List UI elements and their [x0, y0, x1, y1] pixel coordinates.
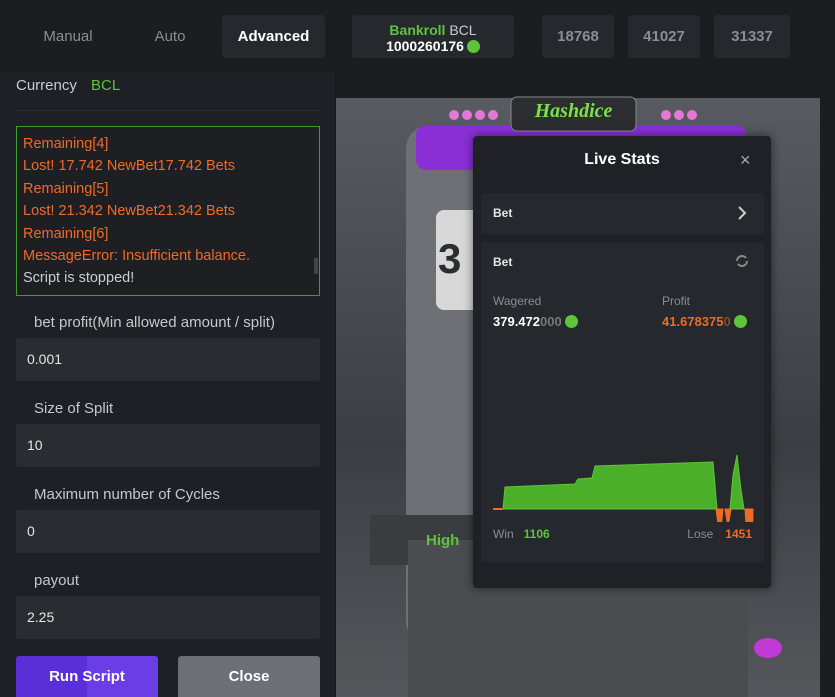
- scrollbar: [314, 258, 318, 274]
- cup: [754, 638, 782, 658]
- bankroll-label: Bankroll: [389, 22, 446, 38]
- profit-area-positive: [502, 461, 718, 510]
- divider: [16, 110, 320, 111]
- currency-row: Currency BCL: [16, 77, 120, 94]
- live-stats-panel: Live Stats × Bet Bet Wagered 379.472000 …: [473, 136, 771, 588]
- chevron: [738, 206, 747, 220]
- coin-icon: [733, 315, 747, 328]
- currency-label: Currency: [16, 77, 77, 94]
- currency-value[interactable]: BCL: [91, 77, 121, 94]
- section-label: Bet: [493, 255, 513, 269]
- field-label: Size of Split: [34, 400, 114, 417]
- profit-main: 41.678375: [662, 314, 724, 329]
- tab-active[interactable]: Advanced: [222, 15, 325, 58]
- close-icon[interactable]: ×: [740, 150, 751, 170]
- bankroll-title: Bankroll BCL: [352, 22, 514, 38]
- panel-title: Live Stats: [584, 151, 660, 168]
- light: [661, 110, 671, 120]
- log-line: Lost! 21.342 NewBet21.342 Bets: [23, 203, 236, 219]
- light: [475, 110, 485, 120]
- right-edge: [820, 70, 835, 697]
- top-bar: Bankroll BCL 1000260176 18768 41027 3133…: [335, 0, 835, 70]
- field-label: Maximum number of Cycles: [34, 486, 220, 503]
- bet-selector[interactable]: Bet: [481, 193, 764, 234]
- high-label: High: [426, 532, 460, 549]
- bankroll-amount: 1000260176: [352, 38, 514, 54]
- profit-chart: [493, 454, 754, 522]
- light: [674, 110, 684, 120]
- input-value: 0: [27, 523, 35, 539]
- light: [462, 110, 472, 120]
- win-value: 1106: [523, 527, 550, 541]
- lose-value: 1451: [725, 527, 752, 541]
- lose-label: Lose: [687, 527, 714, 541]
- profit-area-negative: [715, 508, 754, 522]
- input-value: 10: [27, 437, 43, 453]
- field-label: bet profit(Min allowed amount / split): [34, 314, 275, 331]
- input[interactable]: 2.25: [16, 596, 320, 639]
- profit-trailing: 0: [723, 314, 731, 329]
- wagered-label: Wagered: [493, 294, 542, 308]
- log-line: Lost! 17.742 NewBet17.742 Bets: [23, 158, 236, 174]
- stats-card: Bet Wagered 379.472000 Profit 41.6783750…: [481, 242, 764, 562]
- script-panel: Manual Auto Advanced Currency BCL Remain…: [0, 0, 335, 697]
- wagered: 379.472000: [493, 314, 578, 329]
- log-line: Remaining[6]: [23, 226, 109, 242]
- coin-icon: [466, 40, 480, 53]
- profit-area-positive: [729, 454, 745, 510]
- bankroll: Bankroll BCL 1000260176: [352, 15, 514, 58]
- profit-label: Profit: [662, 294, 691, 308]
- bankroll-value: 1000260176: [386, 38, 464, 54]
- input-value: 0.001: [27, 351, 63, 367]
- wagered-main: 379.472: [493, 314, 540, 329]
- refresh-icon[interactable]: [734, 253, 750, 269]
- logo-sign: [510, 96, 637, 132]
- lose-stat: Lose 1451: [687, 527, 752, 541]
- bet-row-label: Bet: [493, 206, 513, 220]
- quick-button[interactable]: 18768: [542, 15, 614, 58]
- log-line: MessageError: Insufficient balance.: [23, 248, 251, 264]
- log-line: Remaining[4]: [23, 136, 109, 152]
- scene-top: [336, 70, 820, 98]
- field-label: payout: [34, 572, 80, 589]
- quick-button[interactable]: 41027: [628, 15, 700, 58]
- dice-digit: 3: [438, 235, 462, 282]
- light: [449, 110, 459, 120]
- tab-bar: Manual Auto Advanced: [0, 0, 335, 72]
- input-value: 2.25: [27, 609, 55, 625]
- coin-icon: [564, 315, 578, 328]
- run-script-button[interactable]: Run Script: [16, 656, 158, 697]
- bankroll-currency: BCL: [449, 22, 477, 38]
- input[interactable]: 10: [16, 424, 320, 467]
- profit: 41.6783750: [662, 314, 747, 329]
- win-label: Win: [493, 527, 514, 541]
- input[interactable]: 0.001: [16, 338, 320, 381]
- quick-button[interactable]: 31337: [714, 15, 790, 58]
- light: [488, 110, 498, 120]
- light: [687, 110, 697, 120]
- game-logo: Hashdice: [534, 100, 613, 122]
- log-console: Remaining[4] Lost! 17.742 NewBet17.742 B…: [16, 126, 320, 296]
- win-stat: Win 1106: [493, 527, 550, 541]
- tab[interactable]: Auto: [154, 28, 186, 45]
- log-line: Remaining[5]: [23, 181, 109, 197]
- input[interactable]: 0: [16, 510, 320, 553]
- wagered-trailing: 000: [540, 314, 562, 329]
- tab[interactable]: Manual: [43, 28, 93, 45]
- close-button[interactable]: Close: [178, 656, 320, 697]
- log-line: Script is stopped!: [23, 270, 135, 286]
